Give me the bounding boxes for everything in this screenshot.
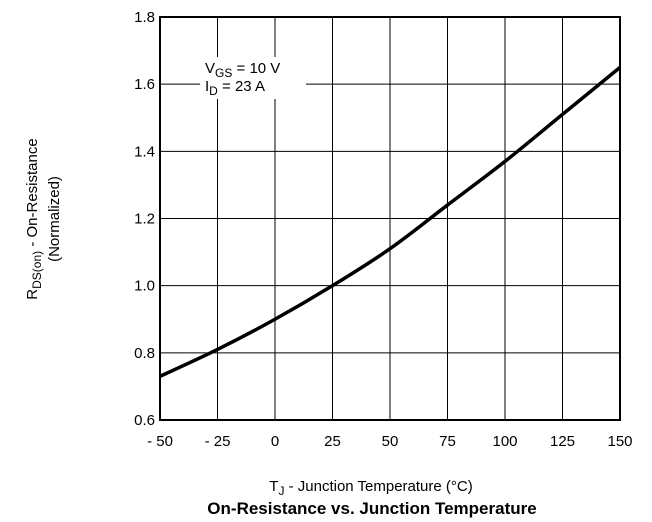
x-tick-labels: - 50 - 25 0 25 50 75 100 125 150 bbox=[147, 433, 632, 450]
chart-title: On-Resistance vs. Junction Temperature bbox=[207, 499, 536, 518]
plot-frame bbox=[159, 16, 621, 421]
x-tick-label: - 25 bbox=[205, 433, 231, 450]
x-axis-label: TJ - Junction Temperature (°C) bbox=[269, 478, 472, 498]
y-axis-label: RDS(on) - On-Resistance bbox=[24, 138, 44, 299]
x-tick-label: 150 bbox=[607, 433, 632, 450]
y-tick-label: 1.0 bbox=[134, 278, 155, 295]
y-tick-label: 1.6 bbox=[134, 76, 155, 93]
y-tick-label: 1.4 bbox=[134, 143, 155, 160]
y-axis-label-line2: (Normalized) bbox=[46, 176, 63, 262]
x-tick-label: 75 bbox=[439, 433, 456, 450]
grid bbox=[159, 16, 621, 421]
series-layer bbox=[159, 66, 622, 378]
x-tick-label: 125 bbox=[550, 433, 575, 450]
x-tick-label: 0 bbox=[271, 433, 279, 450]
annotation-vgs: VGS = 10 V bbox=[205, 60, 280, 80]
y-tick-label: 1.2 bbox=[134, 211, 155, 228]
x-tick-label: - 50 bbox=[147, 433, 173, 450]
annotation-id: ID = 23 A bbox=[205, 78, 265, 98]
x-tick-label: 100 bbox=[492, 433, 517, 450]
y-tick-label: 0.6 bbox=[134, 412, 155, 429]
x-tick-label: 25 bbox=[324, 433, 341, 450]
y-tick-label: 1.8 bbox=[134, 9, 155, 26]
rdson-curve bbox=[159, 66, 622, 378]
annotation-background bbox=[200, 57, 306, 99]
y-tick-labels: 0.6 0.8 1.0 1.2 1.4 1.6 1.8 bbox=[134, 9, 155, 429]
y-tick-label: 0.8 bbox=[134, 345, 155, 362]
x-tick-label: 50 bbox=[382, 433, 399, 450]
